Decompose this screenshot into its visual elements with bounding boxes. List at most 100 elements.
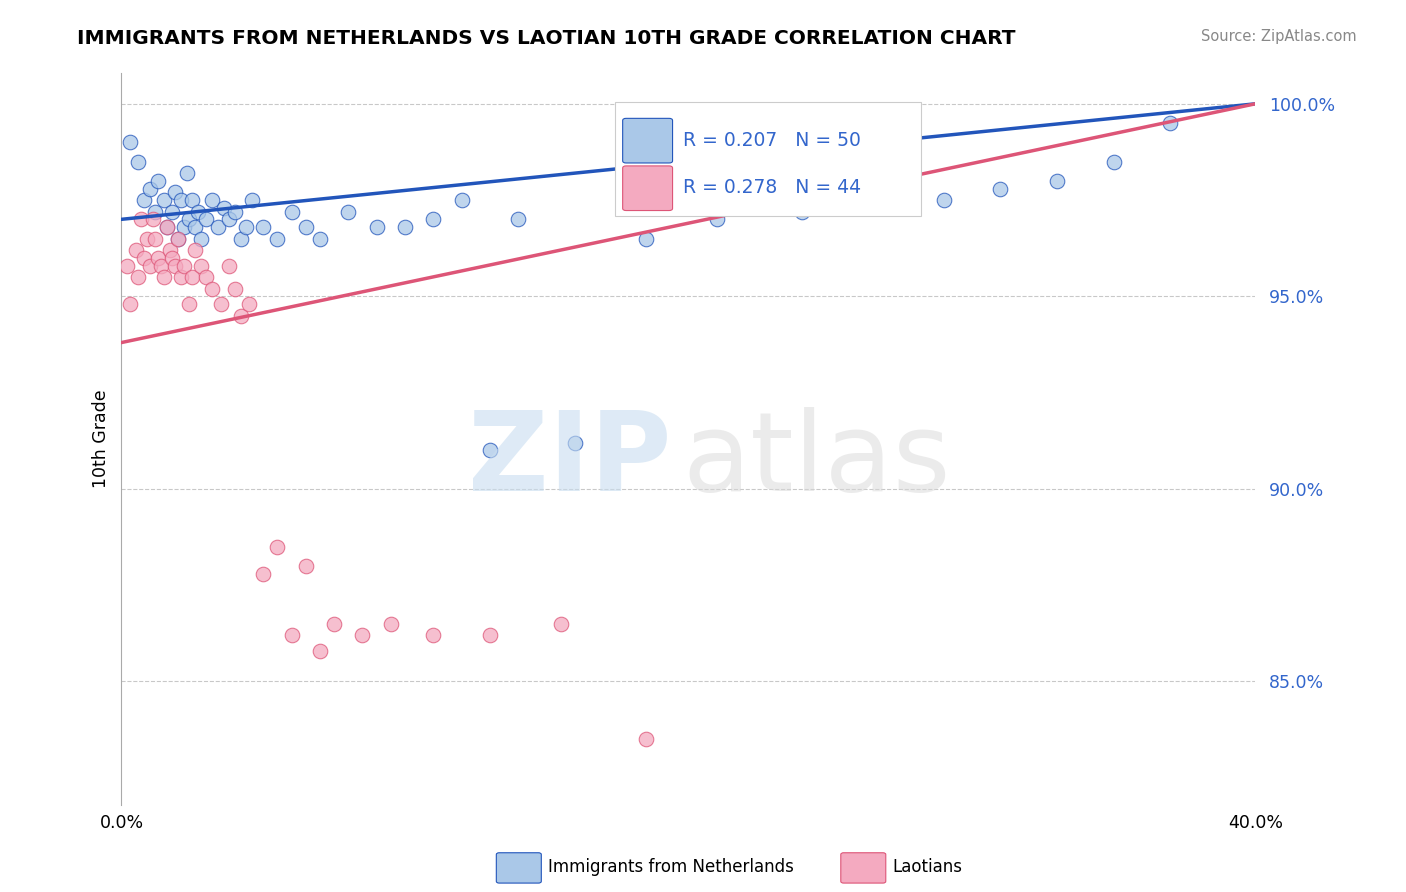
Text: Immigrants from Netherlands: Immigrants from Netherlands bbox=[548, 858, 794, 876]
Point bbox=[184, 243, 207, 257]
Point bbox=[162, 204, 184, 219]
Point bbox=[380, 616, 402, 631]
Point bbox=[179, 212, 201, 227]
Text: Laotians: Laotians bbox=[893, 858, 963, 876]
Text: ZIP: ZIP bbox=[468, 408, 672, 515]
Point bbox=[176, 166, 198, 180]
Point bbox=[235, 220, 257, 235]
Point bbox=[187, 204, 209, 219]
Point bbox=[150, 259, 173, 273]
Point bbox=[190, 259, 212, 273]
Point bbox=[478, 628, 501, 642]
Point bbox=[238, 297, 260, 311]
Point bbox=[209, 297, 232, 311]
Point bbox=[564, 435, 586, 450]
Point bbox=[252, 220, 274, 235]
FancyBboxPatch shape bbox=[623, 119, 672, 163]
Point bbox=[862, 193, 884, 207]
Point bbox=[634, 231, 657, 245]
Point bbox=[156, 220, 179, 235]
Point bbox=[1159, 116, 1181, 130]
Point bbox=[706, 193, 728, 207]
Point bbox=[159, 243, 181, 257]
Point bbox=[173, 259, 195, 273]
Point bbox=[280, 204, 302, 219]
Point bbox=[156, 220, 179, 235]
Point bbox=[139, 259, 162, 273]
Point bbox=[229, 231, 252, 245]
Point bbox=[162, 251, 184, 265]
Point bbox=[136, 231, 159, 245]
Point bbox=[139, 181, 162, 195]
Point bbox=[394, 220, 416, 235]
Point bbox=[224, 204, 246, 219]
Point bbox=[508, 212, 530, 227]
Point bbox=[129, 212, 152, 227]
Point bbox=[165, 259, 187, 273]
Point bbox=[167, 231, 190, 245]
Point bbox=[118, 136, 141, 150]
Point bbox=[450, 193, 472, 207]
Point bbox=[190, 231, 212, 245]
Text: IMMIGRANTS FROM NETHERLANDS VS LAOTIAN 10TH GRADE CORRELATION CHART: IMMIGRANTS FROM NETHERLANDS VS LAOTIAN 1… bbox=[77, 29, 1015, 48]
Point bbox=[115, 259, 138, 273]
Point bbox=[118, 297, 141, 311]
Point bbox=[212, 201, 235, 215]
Point bbox=[1046, 174, 1069, 188]
Point bbox=[422, 212, 444, 227]
Point bbox=[184, 220, 207, 235]
Point bbox=[145, 204, 167, 219]
Point bbox=[127, 154, 149, 169]
Point bbox=[988, 181, 1011, 195]
Text: atlas: atlas bbox=[683, 408, 952, 515]
Point bbox=[181, 270, 204, 285]
Point bbox=[1102, 154, 1125, 169]
Point bbox=[294, 220, 316, 235]
Point bbox=[240, 193, 263, 207]
Point bbox=[195, 212, 218, 227]
Point bbox=[932, 193, 955, 207]
Point bbox=[634, 732, 657, 747]
Point bbox=[224, 282, 246, 296]
Text: R = 0.278   N = 44: R = 0.278 N = 44 bbox=[683, 178, 860, 197]
Point bbox=[218, 212, 240, 227]
Point bbox=[127, 270, 149, 285]
Point bbox=[148, 251, 170, 265]
FancyBboxPatch shape bbox=[623, 166, 672, 211]
Point bbox=[550, 616, 572, 631]
Point bbox=[229, 309, 252, 323]
Y-axis label: 10th Grade: 10th Grade bbox=[93, 390, 110, 488]
Point bbox=[218, 259, 240, 273]
Point bbox=[179, 297, 201, 311]
Text: Source: ZipAtlas.com: Source: ZipAtlas.com bbox=[1201, 29, 1357, 45]
Point bbox=[309, 643, 332, 657]
Point bbox=[134, 251, 156, 265]
Point bbox=[252, 566, 274, 581]
Point bbox=[790, 204, 813, 219]
Point bbox=[148, 174, 170, 188]
Point bbox=[167, 231, 190, 245]
Point bbox=[201, 193, 224, 207]
Point bbox=[195, 270, 218, 285]
Point bbox=[337, 204, 360, 219]
Point bbox=[124, 243, 146, 257]
Point bbox=[352, 628, 374, 642]
Point bbox=[366, 220, 388, 235]
Point bbox=[309, 231, 332, 245]
Point bbox=[170, 270, 193, 285]
Point bbox=[266, 231, 288, 245]
Point bbox=[165, 186, 187, 200]
Point bbox=[323, 616, 346, 631]
Point bbox=[266, 540, 288, 554]
Point bbox=[422, 628, 444, 642]
Text: R = 0.207   N = 50: R = 0.207 N = 50 bbox=[683, 131, 860, 150]
Point bbox=[153, 193, 176, 207]
Point bbox=[145, 231, 167, 245]
Point bbox=[134, 193, 156, 207]
FancyBboxPatch shape bbox=[614, 103, 921, 216]
Point bbox=[478, 443, 501, 458]
Point bbox=[170, 193, 193, 207]
Point bbox=[294, 558, 316, 573]
Point bbox=[181, 193, 204, 207]
Point bbox=[207, 220, 229, 235]
